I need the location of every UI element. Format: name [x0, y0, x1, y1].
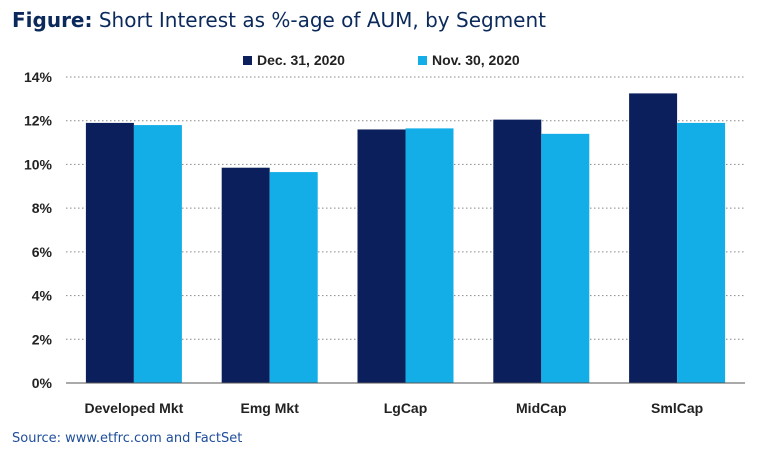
x-category-label: LgCap — [384, 400, 428, 416]
x-category-label: SmlCap — [651, 400, 703, 416]
bar — [677, 122, 726, 384]
x-category-label: Emg Mkt — [241, 400, 300, 416]
legend-swatch — [243, 56, 252, 65]
y-tick-label: 10% — [24, 156, 53, 172]
y-tick-label: 12% — [24, 113, 53, 129]
bar — [269, 172, 318, 383]
bar — [405, 128, 454, 383]
bar — [221, 167, 270, 383]
bar — [629, 93, 678, 384]
bar — [133, 125, 182, 383]
y-tick-label: 14% — [24, 69, 53, 85]
x-category-label: Developed Mkt — [84, 400, 183, 416]
chart-title: Figure: Short Interest as %-age of AUM, … — [12, 8, 546, 32]
bar — [357, 129, 406, 383]
y-tick-label: 4% — [32, 288, 53, 304]
bar — [85, 122, 134, 384]
bar — [493, 119, 542, 383]
y-tick-label: 2% — [32, 331, 53, 347]
legend-swatch — [418, 56, 427, 65]
y-tick-label: 0% — [32, 375, 53, 391]
title-prefix: Figure: — [12, 8, 93, 32]
y-tick-label: 8% — [32, 200, 53, 216]
y-tick-label: 6% — [32, 244, 53, 260]
title-text: Short Interest as %-age of AUM, by Segme… — [92, 8, 546, 32]
legend-label: Dec. 31, 2020 — [257, 52, 345, 68]
x-category-label: MidCap — [516, 400, 567, 416]
bar — [541, 133, 590, 383]
source-note: Source: www.etfrc.com and FactSet — [12, 431, 243, 446]
legend-label: Nov. 30, 2020 — [432, 52, 520, 68]
